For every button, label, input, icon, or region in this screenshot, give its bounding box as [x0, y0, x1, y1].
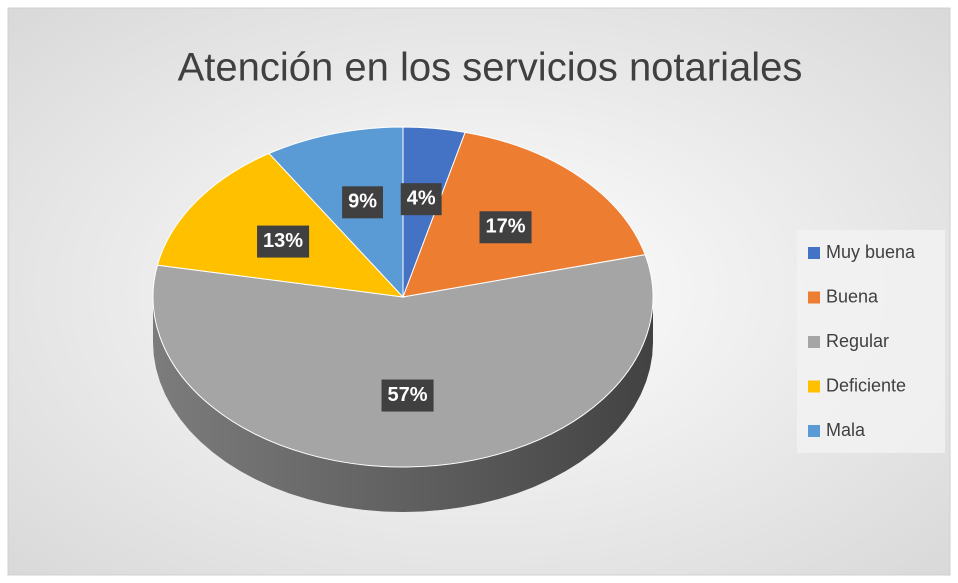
data-label-group: 57% — [381, 379, 434, 412]
legend — [797, 230, 945, 453]
legend-label: Deficiente — [826, 375, 906, 395]
legend-swatch — [808, 380, 820, 393]
data-label-group: 17% — [479, 211, 532, 244]
slice-side-shade — [153, 297, 653, 512]
legend-label: Buena — [826, 286, 879, 306]
legend-label: Regular — [826, 331, 889, 351]
data-label-group: 9% — [342, 186, 383, 219]
data-label: 57% — [388, 384, 428, 406]
data-label-group: 13% — [257, 225, 310, 258]
data-label: 13% — [263, 230, 303, 252]
data-label-box — [342, 186, 383, 219]
data-label-box — [400, 183, 442, 216]
data-label-box — [479, 211, 532, 244]
slice — [156, 152, 405, 298]
legend-swatch — [808, 247, 820, 259]
data-label: 9% — [348, 191, 377, 213]
chart-title: Atención en los servicios notariales — [178, 46, 803, 90]
legend-swatch — [808, 425, 820, 437]
legend-label: Mala — [826, 420, 866, 440]
legend-swatch — [808, 291, 820, 304]
data-label-box — [381, 379, 434, 412]
legend-label: Muy buena — [826, 242, 916, 262]
data-label: 4% — [407, 187, 436, 209]
data-label-box — [257, 225, 310, 258]
legend-swatch — [808, 336, 820, 348]
data-label: 17% — [486, 216, 526, 238]
slice — [268, 126, 404, 299]
data-label-group: 4% — [400, 183, 442, 216]
slice — [152, 254, 654, 468]
